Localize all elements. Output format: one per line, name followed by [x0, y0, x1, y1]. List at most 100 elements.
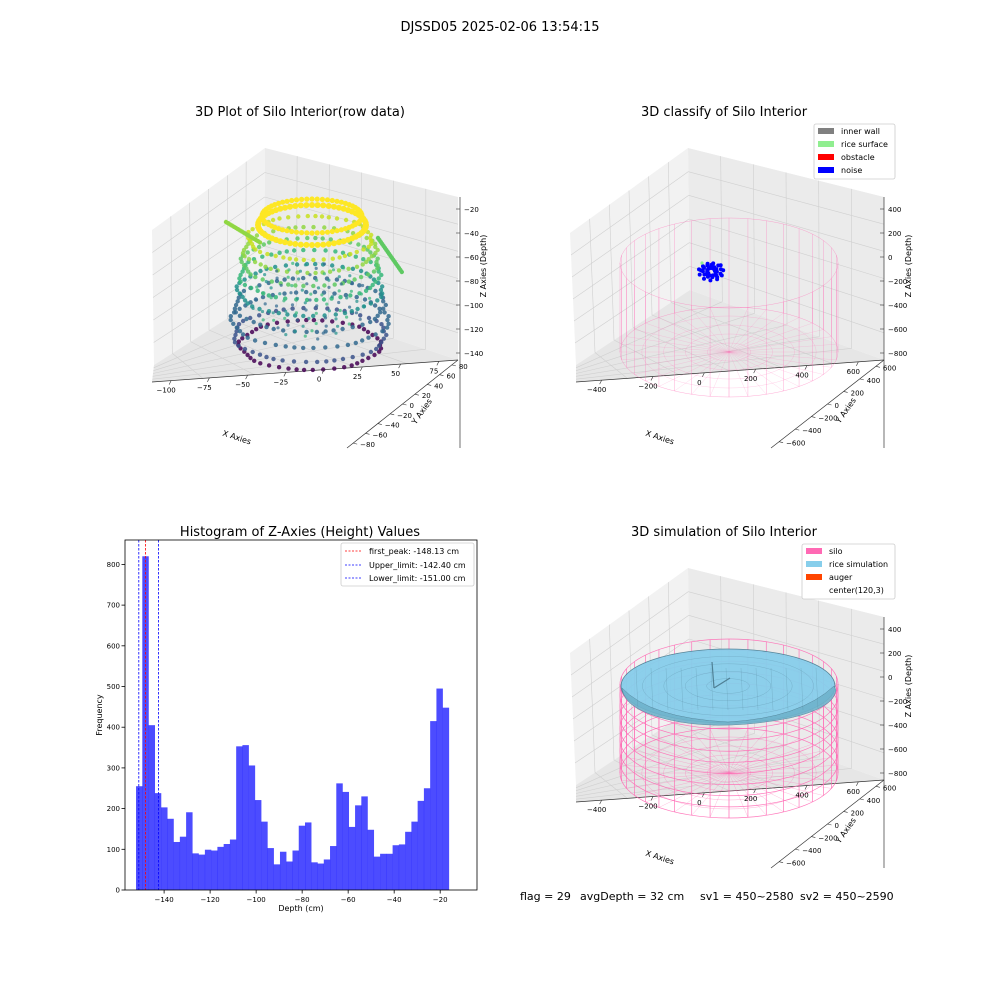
legend-label-noise: noise [841, 166, 862, 175]
noise-point [702, 276, 706, 281]
data-point [330, 319, 335, 324]
data-point [309, 202, 315, 208]
data-point [238, 279, 243, 284]
data-point [375, 298, 380, 303]
data-point [322, 262, 327, 266]
y-tick-label: 600 [883, 784, 896, 792]
rice-mesh-line [650, 667, 654, 711]
data-point [365, 329, 371, 335]
noise-point [697, 272, 702, 277]
data-point [369, 241, 374, 247]
panel2-ticks: −400 −200 0 200 400 600−600−400−2000200400600… [587, 206, 907, 448]
data-point [282, 291, 287, 296]
data-point [330, 295, 334, 299]
data-point [244, 316, 249, 322]
data-point [369, 254, 375, 259]
data-point [375, 313, 380, 318]
data-point [370, 282, 375, 288]
y-tick-label: 100 [107, 846, 120, 854]
x-tick-label: 0 [697, 379, 701, 387]
data-point [287, 240, 293, 247]
y-tick [377, 423, 382, 425]
noise-point [701, 264, 705, 269]
data-point [381, 325, 386, 330]
data-point [343, 292, 349, 298]
data-point [252, 259, 258, 265]
x-tick-label: −80 [295, 896, 310, 904]
panel4-legend-frame [801, 543, 896, 600]
noise-point [708, 278, 713, 283]
data-point [275, 200, 282, 206]
data-point [385, 317, 390, 323]
data-point [362, 297, 368, 302]
data-point [368, 296, 372, 300]
panel1-point-cloud [223, 196, 404, 373]
x-tick [398, 363, 401, 369]
auger-arm [713, 677, 731, 689]
data-point [325, 203, 332, 209]
x-tick [321, 369, 325, 374]
silo-floor-spoke [626, 772, 730, 789]
data-point [245, 352, 250, 358]
data-point [334, 307, 340, 312]
silo-floor-spoke [728, 343, 837, 353]
data-point [242, 298, 248, 303]
silo-floor-spoke [645, 743, 730, 774]
data-point [257, 313, 262, 318]
x-tick-label: −200 [638, 383, 657, 391]
data-point [293, 329, 297, 333]
y-tick-label: 60 [447, 373, 456, 381]
data-point [343, 217, 349, 223]
data-point [322, 272, 326, 276]
histogram-legend: first_peak: -148.13 cm Upper_limit: -142… [340, 542, 475, 587]
data-point [277, 216, 282, 221]
silo-floor-spoke [691, 309, 730, 353]
data-point [260, 309, 265, 314]
data-point [331, 268, 336, 272]
silo-floor-spoke [634, 351, 730, 375]
silo-floor-spoke [709, 351, 730, 397]
data-point [329, 197, 335, 204]
data-point [263, 273, 267, 277]
silo-floor-spoke [728, 351, 767, 395]
noise-point [709, 264, 713, 269]
data-point [372, 303, 378, 308]
data-point [336, 204, 342, 211]
y-tick [795, 428, 800, 431]
panel2-legend-frame [813, 123, 896, 180]
data-point [350, 266, 356, 271]
y-tick-label: −600 [786, 440, 805, 448]
x-tick-label: −400 [587, 806, 606, 814]
data-point [297, 241, 304, 248]
panel-histogram: Histogram of Z-Axies (Height) Values −14… [95, 525, 478, 913]
data-point [313, 270, 318, 276]
silo-floor-ring [663, 324, 795, 380]
data-point [323, 248, 328, 253]
data-point [326, 215, 331, 220]
auger-shaft [711, 661, 715, 689]
data-point [345, 296, 349, 300]
figure-suptitle: DJSSD05 2025-02-06 13:54:15 [400, 20, 599, 35]
y-tick-label: 800 [107, 561, 120, 569]
legend-label-upper-limit: Upper_limit: -142.40 cm [369, 561, 466, 570]
data-point [235, 299, 240, 304]
panel4-zlabel: Z Axies (Depth) [904, 655, 913, 718]
x-tick [436, 361, 440, 366]
rice-mesh-line [665, 667, 669, 711]
gridline [570, 171, 689, 256]
data-point [277, 250, 282, 255]
data-point [314, 311, 318, 315]
data-point [373, 250, 378, 256]
left-back-pane [570, 148, 690, 365]
data-point [380, 284, 385, 289]
data-point [301, 275, 306, 281]
y-tick-label: −20 [397, 412, 412, 420]
legend-swatch-obstacle [818, 154, 834, 160]
data-point [340, 356, 346, 362]
data-point [374, 259, 379, 265]
histogram-bar [161, 807, 168, 890]
legend-label-first-peak: first_peak: -148.13 cm [369, 547, 459, 556]
y-tick [843, 391, 848, 393]
histogram-bar [423, 788, 431, 890]
data-point [331, 203, 337, 210]
